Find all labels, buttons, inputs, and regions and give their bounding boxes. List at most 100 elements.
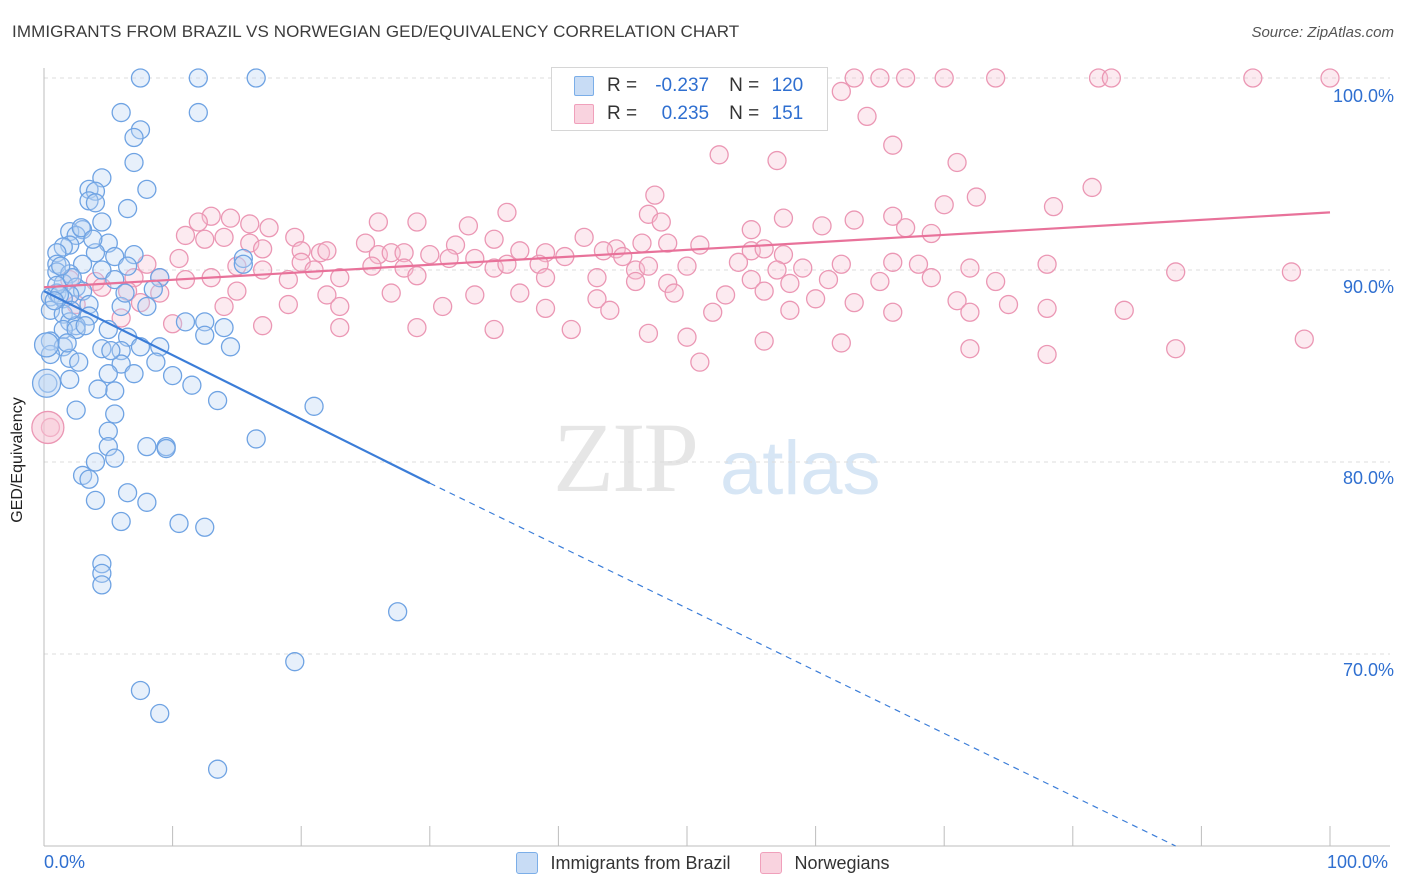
data-point	[625, 271, 646, 292]
data-point	[207, 390, 228, 411]
data-point	[535, 298, 556, 319]
data-point	[130, 120, 151, 140]
data-point	[51, 256, 71, 276]
trend-lines	[43, 211, 1331, 847]
data-point	[105, 381, 125, 401]
data-point	[1114, 300, 1134, 320]
data-point	[188, 68, 208, 88]
trend-extension-brazil	[429, 482, 1176, 847]
data-point	[1037, 344, 1057, 365]
data-point	[664, 283, 684, 303]
data-point	[259, 218, 279, 238]
data-point	[883, 206, 903, 226]
data-point	[169, 513, 189, 534]
data-point	[285, 652, 305, 672]
data-point	[1043, 196, 1064, 217]
data-point	[246, 68, 266, 88]
data-point	[175, 312, 196, 332]
data-point	[510, 241, 530, 261]
data-point	[75, 316, 95, 336]
data-point	[252, 239, 273, 259]
data-point	[111, 102, 131, 123]
x-tick-label: 0.0%	[44, 852, 86, 872]
data-point	[92, 260, 112, 280]
data-point	[883, 252, 903, 272]
data-point	[124, 244, 144, 265]
data-point	[252, 260, 273, 280]
data-point	[754, 239, 774, 259]
y-tick-label: 70.0%	[1342, 660, 1394, 680]
data-point	[741, 269, 761, 290]
data-point	[233, 254, 253, 274]
data-point	[407, 266, 427, 286]
data-point	[638, 256, 659, 276]
data-point	[278, 294, 298, 315]
legend-item-norwegians[interactable]: Norwegians	[760, 852, 890, 874]
data-point	[754, 281, 774, 301]
data-point	[101, 340, 121, 361]
data-point	[535, 268, 556, 288]
data-point	[394, 243, 414, 263]
data-point	[484, 319, 504, 340]
data-point	[458, 216, 479, 236]
data-point	[98, 421, 118, 441]
data-point	[934, 195, 954, 215]
data-point	[137, 254, 157, 274]
legend-n-value: 151	[771, 103, 804, 124]
data-point	[484, 229, 504, 249]
data-point	[92, 212, 112, 232]
data-point	[497, 254, 517, 274]
data-point	[857, 106, 877, 127]
data-point	[330, 317, 350, 338]
data-point	[741, 220, 761, 240]
legend-n-key: N =	[729, 75, 760, 96]
data-point	[304, 396, 324, 416]
data-point	[812, 216, 832, 236]
legend-n-value: 120	[771, 75, 804, 96]
data-point	[85, 452, 106, 472]
data-point	[88, 379, 108, 399]
data-point	[1037, 298, 1057, 319]
data-point	[690, 235, 710, 255]
data-point	[362, 256, 382, 276]
data-point	[182, 375, 202, 395]
data-point	[214, 296, 234, 317]
x-tick-label: 100.0%	[1327, 852, 1389, 872]
data-point	[143, 279, 163, 299]
data-point	[246, 429, 266, 449]
legend-swatch-blue	[516, 852, 539, 874]
data-point	[593, 241, 614, 261]
data-point	[240, 214, 260, 234]
data-point	[895, 218, 916, 238]
data-point	[947, 152, 967, 173]
data-point	[677, 327, 697, 347]
data-point	[317, 285, 337, 305]
data-point	[381, 283, 401, 303]
data-point-large	[31, 410, 65, 445]
legend-n-key: N =	[729, 103, 760, 124]
data-point	[1320, 68, 1340, 88]
data-point	[754, 331, 774, 351]
y-tick-label: 90.0%	[1342, 277, 1394, 297]
data-point	[407, 317, 427, 338]
data-point	[188, 212, 208, 232]
data-point	[195, 312, 215, 332]
data-point	[117, 256, 138, 276]
data-point	[1166, 262, 1186, 282]
data-point	[780, 273, 800, 294]
series-legend: Immigrants from Brazil Norwegians	[0, 852, 1406, 874]
legend-r-key: R =	[607, 75, 638, 96]
data-point	[703, 302, 723, 322]
data-point	[156, 438, 176, 459]
data-point	[130, 68, 151, 88]
data-point	[780, 300, 800, 320]
data-point	[146, 352, 166, 372]
data-point	[330, 268, 350, 288]
watermark-zip: ZIP	[553, 402, 699, 513]
data-point	[658, 273, 678, 294]
legend-label: Immigrants from Brazil	[550, 852, 731, 873]
data-point	[715, 285, 736, 305]
legend-item-brazil[interactable]: Immigrants from Brazil	[516, 852, 730, 874]
data-point	[1294, 329, 1314, 349]
data-point-large	[33, 332, 60, 358]
